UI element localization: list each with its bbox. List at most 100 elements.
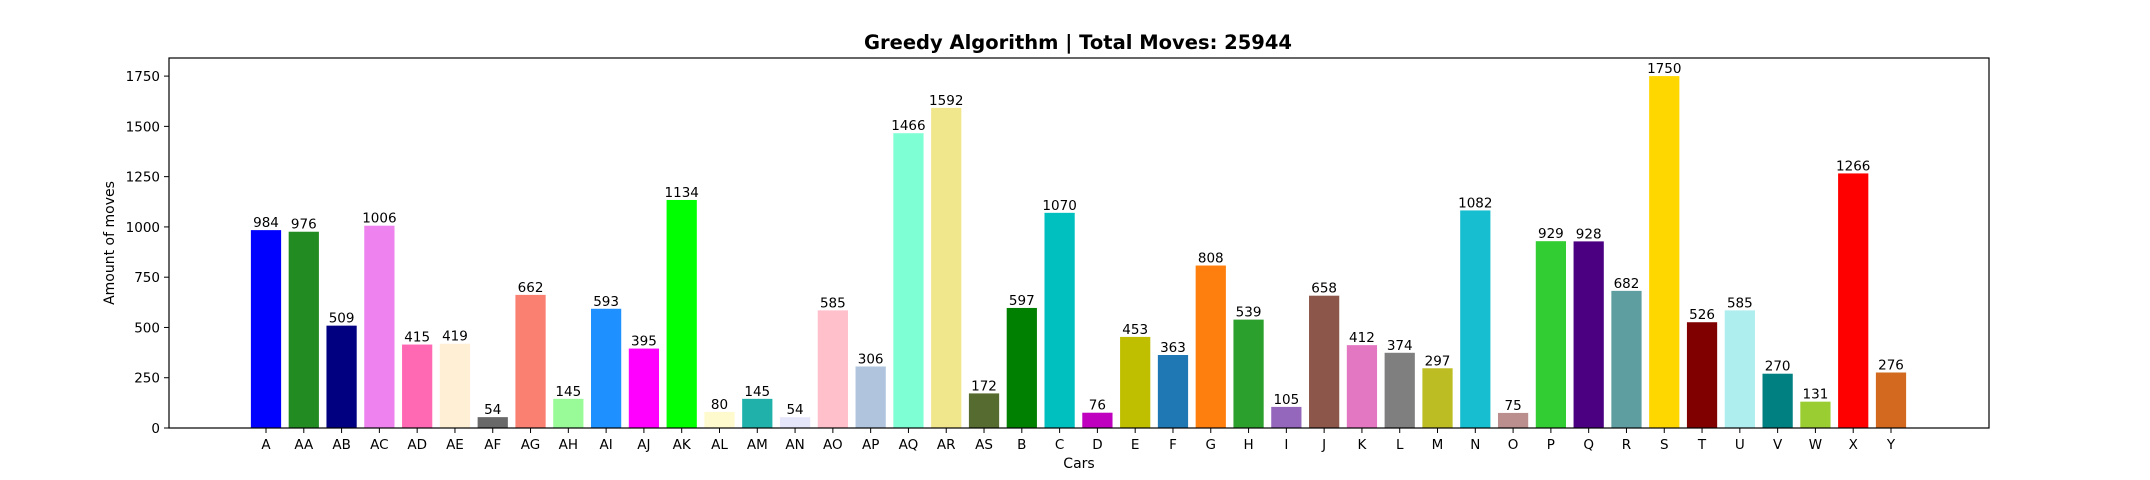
bar xyxy=(1875,372,1907,428)
chart-title: Greedy Algorithm | Total Moves: 25944 xyxy=(864,31,1292,54)
bar xyxy=(628,348,660,428)
x-tick-label: AB xyxy=(332,437,351,453)
x-tick-label: Q xyxy=(1583,437,1594,453)
x-tick-label: AQ xyxy=(899,437,919,453)
x-tick-label: AG xyxy=(521,437,540,453)
bar-value-label: 808 xyxy=(1198,251,1224,267)
bar-value-label: 682 xyxy=(1614,276,1640,292)
x-tick-label: AC xyxy=(370,437,388,453)
bar-value-label: 172 xyxy=(971,378,997,394)
x-tick-label: AN xyxy=(785,437,804,453)
bar xyxy=(250,230,282,428)
bar xyxy=(1082,412,1113,428)
bar xyxy=(591,308,622,428)
bar-value-label: 270 xyxy=(1765,359,1791,375)
bar xyxy=(1497,412,1529,428)
x-tick-label: M xyxy=(1432,437,1444,453)
bar-value-label: 976 xyxy=(291,217,317,233)
bar-value-label: 105 xyxy=(1273,392,1299,408)
bar xyxy=(1233,319,1264,428)
bar-value-label: 1592 xyxy=(929,93,963,109)
bar-value-label: 1266 xyxy=(1836,158,1870,174)
bar xyxy=(1762,373,1793,428)
x-tick-label: F xyxy=(1169,437,1177,453)
bar-value-label: 453 xyxy=(1122,322,1148,338)
x-tick-label: D xyxy=(1092,437,1102,453)
x-tick-label: X xyxy=(1849,437,1858,453)
bar xyxy=(1157,355,1189,428)
x-tick-label: U xyxy=(1735,437,1745,453)
x-tick-label: AI xyxy=(600,437,613,453)
bar-value-label: 54 xyxy=(786,402,803,418)
bar xyxy=(704,411,735,428)
bar-value-label: 297 xyxy=(1425,353,1451,369)
bar xyxy=(1006,307,1037,428)
bar-value-label: 929 xyxy=(1538,226,1564,242)
x-tick-label: AA xyxy=(294,437,314,453)
bar-value-label: 419 xyxy=(442,329,468,345)
bar xyxy=(477,417,508,428)
bar-value-label: 363 xyxy=(1160,340,1186,356)
x-tick-label: AE xyxy=(446,437,464,453)
y-axis-label: Amount of moves xyxy=(102,181,118,305)
bar-value-label: 412 xyxy=(1349,330,1375,346)
bar xyxy=(968,393,1000,428)
bar-value-label: 374 xyxy=(1387,338,1413,354)
y-tick-label: 750 xyxy=(134,270,160,286)
x-axis-label: Cars xyxy=(1063,456,1094,472)
bar-value-label: 276 xyxy=(1878,358,1904,374)
bar-value-label: 1134 xyxy=(665,185,699,201)
y-tick-label: 250 xyxy=(134,371,160,387)
bar xyxy=(515,294,546,428)
x-tick-label: P xyxy=(1547,437,1555,453)
bar xyxy=(402,344,433,428)
x-tick-label: Y xyxy=(1886,437,1896,453)
x-tick-label: AO xyxy=(823,437,843,453)
bar-value-label: 80 xyxy=(711,397,728,413)
bar-value-label: 145 xyxy=(555,384,581,400)
x-tick-label: AK xyxy=(673,437,692,453)
y-tick-label: 1750 xyxy=(126,69,160,85)
bar xyxy=(326,325,357,428)
bar xyxy=(288,231,319,428)
bar-value-label: 662 xyxy=(518,280,544,296)
bar xyxy=(1649,76,1680,428)
bar xyxy=(364,225,395,428)
bar xyxy=(1309,295,1340,428)
bar-value-label: 1466 xyxy=(891,118,925,134)
x-tick-label: G xyxy=(1206,437,1216,453)
x-tick-label: J xyxy=(1321,437,1326,453)
bar xyxy=(742,398,773,428)
bar-value-label: 395 xyxy=(631,334,657,350)
bar-value-label: 131 xyxy=(1803,387,1829,403)
x-tick-label: N xyxy=(1470,437,1480,453)
bar-value-label: 145 xyxy=(744,384,770,400)
bar xyxy=(1838,173,1869,428)
y-tick-label: 0 xyxy=(151,421,160,437)
bar xyxy=(1422,368,1453,428)
x-tick-label: W xyxy=(1809,437,1822,453)
bar-value-label: 1750 xyxy=(1647,61,1681,77)
bar xyxy=(1535,241,1566,428)
bar xyxy=(1724,310,1755,428)
bar xyxy=(1346,345,1378,428)
x-tick-label: H xyxy=(1243,437,1253,453)
x-tick-label: AH xyxy=(559,437,578,453)
bar xyxy=(855,366,886,428)
bar xyxy=(666,199,697,428)
bar-value-label: 54 xyxy=(484,402,501,418)
plot-frame xyxy=(168,57,1990,429)
bar-value-label: 539 xyxy=(1236,305,1262,321)
x-tick-label: AJ xyxy=(637,437,650,453)
x-tick-label: O xyxy=(1508,437,1519,453)
x-tick-label: AF xyxy=(484,437,501,453)
bar-value-label: 526 xyxy=(1689,307,1715,323)
bar xyxy=(893,133,924,428)
x-tick-label: E xyxy=(1131,437,1140,453)
bar xyxy=(1120,336,1151,428)
bar-value-label: 415 xyxy=(404,330,430,346)
bar xyxy=(1384,352,1415,428)
bar-value-label: 585 xyxy=(1727,295,1753,311)
bar-value-label: 984 xyxy=(253,215,279,231)
